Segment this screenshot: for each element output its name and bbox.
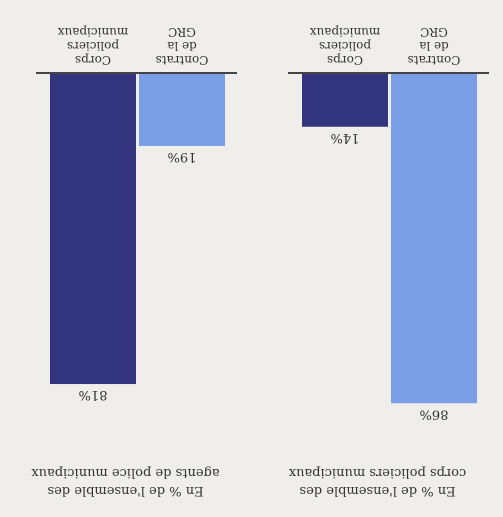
- chart-panel-police-forces: En % de l'ensemble des corps policiers m…: [252, 0, 503, 517]
- chart-panel-police-officers: En % de l'ensemble des agents de police …: [0, 0, 251, 517]
- bar-rcmp: [139, 73, 225, 146]
- category-label-municipal: Corps policiers municipaux: [57, 25, 129, 67]
- bar-rcmp: [391, 73, 477, 404]
- category-label-rcmp: Contrats de la GRC: [155, 25, 209, 67]
- value-label: 81%: [79, 387, 108, 402]
- value-label: 19%: [168, 149, 197, 164]
- bar-municipal: [302, 73, 388, 127]
- plot-area: 86% 14%: [288, 72, 489, 421]
- category-label-rcmp: Contrats de la GRC: [407, 25, 461, 67]
- category-label-municipal: Corps policiers municipaux: [309, 25, 381, 67]
- value-label: 14%: [331, 130, 360, 145]
- bar-municipal: [50, 73, 136, 385]
- plot-area: 19% 81%: [36, 72, 237, 402]
- value-label: 86%: [420, 406, 449, 421]
